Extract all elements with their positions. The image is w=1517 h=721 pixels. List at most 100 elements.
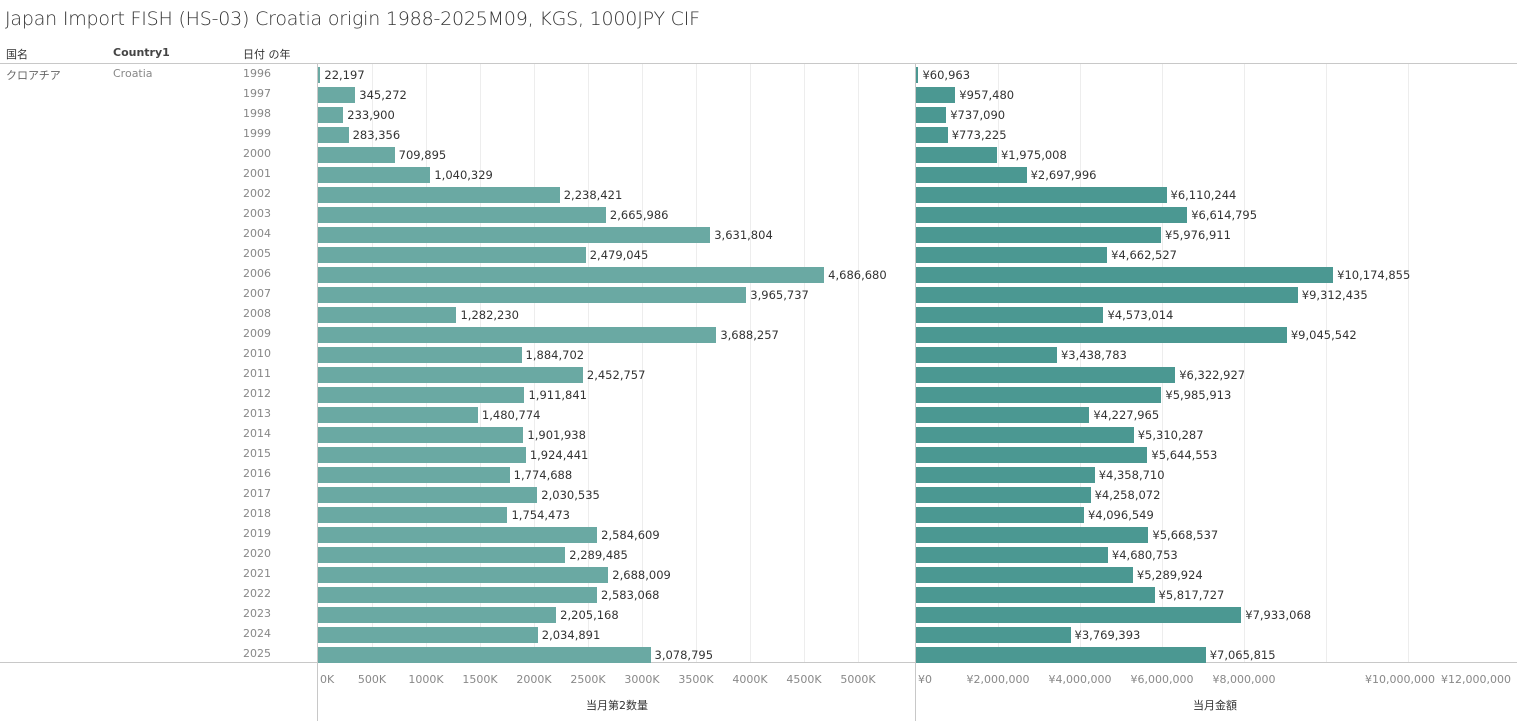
year-label: 2007: [243, 287, 271, 300]
bar: [318, 347, 522, 363]
gridline: [1244, 64, 1245, 662]
bar: [916, 567, 1133, 583]
bar-value-label: ¥5,817,727: [1158, 588, 1225, 602]
year-label: 2012: [243, 387, 271, 400]
year-label: 2024: [243, 627, 271, 640]
gridline: [998, 64, 999, 662]
axis-divider: [0, 662, 1517, 663]
gridline: [480, 64, 481, 662]
bar-value-label: 2,583,068: [600, 588, 660, 602]
bar: [318, 587, 597, 603]
bar: [916, 387, 1162, 403]
bar-value-label: ¥10,174,855: [1337, 268, 1411, 282]
gridline: [804, 64, 805, 662]
year-label: 1997: [243, 87, 271, 100]
bar: [318, 527, 598, 543]
bar: [916, 247, 1108, 263]
bar: [916, 347, 1057, 363]
bar: [318, 107, 344, 123]
bar: [916, 587, 1155, 603]
year-label: 2022: [243, 587, 271, 600]
x-tick-label: 2500K: [570, 673, 606, 686]
right-axis-title: 当月金額: [1193, 699, 1237, 712]
header-country1[interactable]: Country1: [113, 46, 170, 59]
bar: [916, 607, 1242, 623]
bar: [318, 387, 525, 403]
bar: [916, 367, 1176, 383]
bar: [318, 127, 349, 143]
bar: [916, 647, 1206, 663]
bar: [318, 487, 538, 503]
header-year[interactable]: 日付 の年: [243, 48, 291, 61]
x-tick-label: 1500K: [462, 673, 498, 686]
bar: [916, 127, 948, 143]
bar-value-label: ¥6,614,795: [1191, 208, 1258, 222]
bar-value-label: 1,901,938: [527, 428, 586, 442]
bar: [916, 107, 947, 123]
bar: [318, 67, 321, 83]
x-tick-label: ¥2,000,000: [966, 673, 1030, 686]
header-country-jp[interactable]: 国名: [6, 48, 28, 61]
bar: [916, 487, 1091, 503]
bar-value-label: ¥4,258,072: [1094, 488, 1161, 502]
bar-value-label: ¥1,975,008: [1000, 148, 1067, 162]
bar: [318, 307, 457, 323]
bar: [318, 167, 431, 183]
gridline: [858, 64, 859, 662]
bar: [318, 367, 583, 383]
row-country-jp: クロアチア: [6, 69, 61, 82]
bar: [916, 527, 1149, 543]
bar-value-label: 2,665,986: [609, 208, 669, 222]
bar-value-label: 2,688,009: [612, 568, 671, 582]
bar: [318, 607, 557, 623]
bar: [916, 447, 1148, 463]
bar-value-label: ¥5,289,924: [1136, 568, 1203, 582]
bar: [916, 87, 956, 103]
gridline: [1326, 64, 1327, 662]
left-axis-title: 当月第2数量: [586, 699, 648, 712]
bar-value-label: ¥5,310,287: [1137, 428, 1204, 442]
year-label: 2017: [243, 487, 271, 500]
bar: [916, 627, 1071, 643]
bar-value-label: ¥2,697,996: [1030, 168, 1097, 182]
bar-value-label: ¥4,227,965: [1093, 408, 1160, 422]
year-label: 2009: [243, 327, 271, 340]
bar-value-label: ¥9,045,542: [1290, 328, 1357, 342]
bar-value-label: ¥737,090: [950, 108, 1006, 122]
bar-value-label: ¥4,096,549: [1087, 508, 1154, 522]
bar: [318, 507, 508, 523]
year-label: 2023: [243, 607, 271, 620]
header-divider: [0, 63, 1517, 64]
bar-value-label: 1,774,688: [513, 468, 573, 482]
year-label: 2021: [243, 567, 271, 580]
axis-line: [915, 64, 916, 721]
bar-value-label: ¥5,976,911: [1165, 228, 1231, 242]
year-label: 2001: [243, 167, 271, 180]
year-label: 1998: [243, 107, 271, 120]
bar-value-label: 3,631,804: [714, 228, 773, 242]
year-label: 2016: [243, 467, 271, 480]
year-label: 2025: [243, 647, 271, 660]
gridline: [372, 64, 373, 662]
gridline: [750, 64, 751, 662]
bar: [916, 427, 1134, 443]
x-tick-label: ¥12,000,000: [1441, 673, 1511, 686]
bar-value-label: 22,197: [324, 68, 365, 82]
bar: [318, 467, 510, 483]
x-tick-label: 1000K: [408, 673, 444, 686]
bar: [318, 87, 356, 103]
bar-value-label: ¥9,312,435: [1301, 288, 1368, 302]
axis-line: [317, 64, 318, 721]
bar-value-label: 1,480,774: [481, 408, 541, 422]
year-label: 2020: [243, 547, 271, 560]
bar-value-label: 2,030,535: [541, 488, 600, 502]
year-label: 1999: [243, 127, 271, 140]
x-tick-label: 3000K: [624, 673, 660, 686]
year-label: 2015: [243, 447, 271, 460]
bar-value-label: 1,040,329: [434, 168, 493, 182]
x-tick-label: 4000K: [732, 673, 768, 686]
bar: [318, 207, 606, 223]
gridline: [696, 64, 697, 662]
bar-value-label: 2,479,045: [589, 248, 649, 262]
x-tick-label: 500K: [357, 673, 387, 686]
